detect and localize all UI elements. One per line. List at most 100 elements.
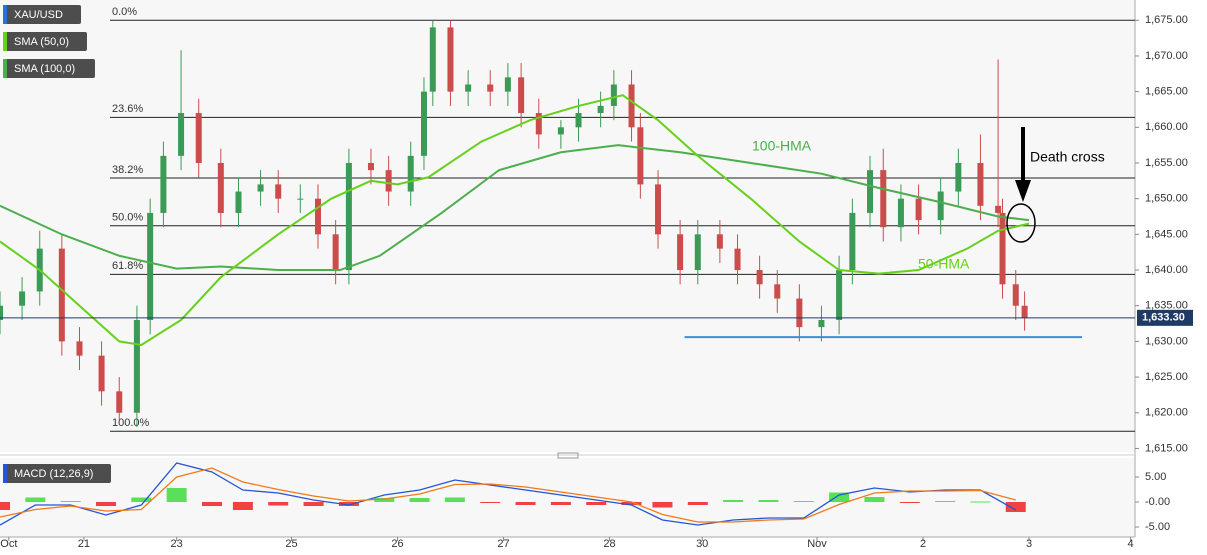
x-tick-label: 25 [285,538,297,550]
y-tick-label: 1,660.00 [1145,121,1188,133]
histogram-bar [166,488,187,502]
candle-body [610,84,617,106]
candle-body [694,234,701,271]
candle-body [297,198,304,200]
y-tick-label: 1,615.00 [1145,442,1188,454]
candle-body [447,27,454,92]
fib-label: 100.0% [112,417,150,429]
candle-body [575,113,582,128]
histogram-bar [268,502,289,506]
y-tick-label: 1,655.00 [1145,157,1188,169]
x-tick-label: 26 [391,538,403,550]
candle-body [818,319,825,328]
candle-body [849,212,856,271]
candle-body [76,341,83,356]
candle-body [1021,305,1028,318]
candle-body [407,155,414,192]
candle-body [133,319,140,413]
x-tick-label: 27 [497,538,509,550]
candle-body [628,84,635,128]
histogram-bar [232,502,253,510]
legend-box[interactable] [3,59,95,78]
histogram-bar [899,502,920,503]
histogram-bar [303,502,324,506]
candle-body [160,155,167,213]
candle-body [995,205,1002,213]
series-label: 50-HMA [918,256,970,272]
legend: XAU/USD SMA (50,0) SMA (100,0) MACD (12,… [3,5,111,483]
histogram-bar [25,497,46,502]
legend-box[interactable] [3,5,81,24]
fib-label: 23.6% [112,103,143,115]
histogram-bar [970,501,991,503]
legend-label: SMA (100,0) [14,63,75,75]
x-tick-label: 3 [1026,538,1032,550]
candle-body [19,291,26,306]
histogram-bar [0,502,10,510]
candle-body [429,27,436,92]
candle-body [487,84,494,92]
x-tick-label: 23 [171,538,183,550]
candle-body [734,248,741,271]
fib-label: 0.0% [112,6,137,18]
candle-body [504,77,511,92]
x-tick-label: 30 [696,538,708,550]
candle-body [235,191,242,213]
candle-body [557,127,564,135]
histogram-bar [480,502,501,503]
candle-body [314,198,321,235]
histogram-bar [1005,502,1026,512]
candle-body [420,91,427,156]
candle-body [977,162,984,206]
legend-label: XAU/USD [14,9,63,21]
y-tick-label: 1,625.00 [1145,371,1188,383]
macd-line [0,462,1017,526]
y-tick-label: 1,635.00 [1145,300,1188,312]
legend-swatch [3,5,7,24]
arrow-head [1015,180,1031,202]
macd-plot-bg [0,458,1135,537]
candle-body [915,198,922,221]
pane-handle[interactable] [557,452,579,459]
histogram-bar [338,502,359,506]
candle-body [98,355,105,392]
histogram-bar [864,497,885,502]
histogram-bar [444,497,465,502]
candle-body [637,127,644,185]
candle-body [999,212,1006,285]
candle-body [367,162,374,171]
legend-box[interactable] [3,464,111,483]
macd-line [0,467,1016,523]
hma-line [0,94,1030,347]
histogram-bar [793,501,814,502]
fib-label: 61.8% [112,260,143,272]
y-tick-label: 1,665.00 [1145,86,1188,98]
candle-body [116,391,123,413]
y-tick-label: 5.00 [1145,471,1166,483]
y-tick-label: 1,630.00 [1145,335,1188,347]
y-tick-label: 1,670.00 [1145,50,1188,62]
y-tick-label: -0.00 [1145,496,1170,508]
y-tick-label: 1,645.00 [1145,228,1188,240]
candle-body [716,234,723,249]
candle-body [178,113,185,156]
candle-body [217,162,224,213]
candle-body [58,248,65,342]
legend-box[interactable] [3,32,87,51]
x-tick-label: 2 [920,538,926,550]
x-tick-label: 21 [78,538,90,550]
candle-body [867,170,874,213]
x-tick-label: 28 [603,538,615,550]
y-tick-label: 1,650.00 [1145,193,1188,205]
histogram-bar [829,492,850,502]
histogram-bar [621,502,642,505]
candle-body [535,113,542,135]
candle-body [836,270,843,320]
legend-swatch [3,32,7,51]
x-tick-label: 4 [1128,538,1134,550]
histogram-bar [935,501,956,502]
candle-body [756,270,763,285]
candle-body [257,184,264,192]
candle-body [518,77,525,114]
